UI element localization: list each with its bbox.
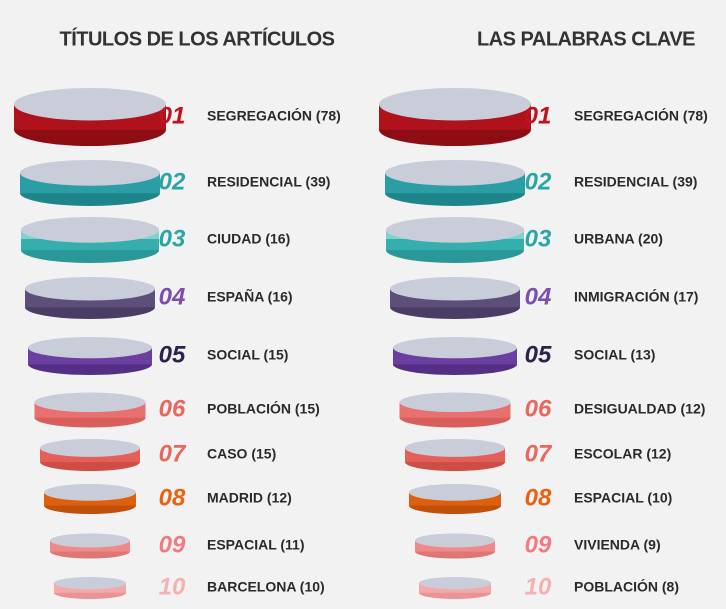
item-label: SEGREGACIÓN (78): [207, 107, 341, 124]
disc-top: [399, 392, 511, 413]
item-label: ESPACIAL (11): [207, 537, 305, 553]
rank-number: 06: [159, 395, 186, 422]
item-label: MADRID (12): [207, 490, 292, 506]
rank-number: 02: [159, 168, 186, 195]
rank-number: 04: [159, 283, 186, 310]
disc-top: [379, 88, 531, 121]
column-title: LAS PALABRAS CLAVE: [477, 28, 695, 50]
item-label: SOCIAL (13): [574, 347, 655, 363]
item-label: VIVIENDA (9): [574, 537, 661, 553]
rank-number: 06: [525, 395, 552, 422]
item-label: POBLACIÓN (15): [207, 400, 320, 417]
disc-top: [34, 392, 146, 413]
rank-number: 09: [159, 531, 186, 558]
item-label: ESCOLAR (12): [574, 446, 671, 462]
rank-number: 09: [525, 531, 552, 558]
rank-number: 05: [525, 341, 552, 368]
rank-number: 01: [159, 102, 186, 129]
item-label: RESIDENCIAL (39): [574, 174, 697, 190]
item-label: URBANA (20): [574, 231, 663, 247]
item-label: RESIDENCIAL (39): [207, 174, 330, 190]
item-label: ESPACIAL (10): [574, 490, 672, 506]
rank-number: 04: [525, 283, 552, 310]
disc-top: [28, 337, 152, 359]
rank-number: 08: [525, 484, 552, 511]
disc-top: [54, 577, 126, 590]
rank-number: 10: [159, 573, 186, 600]
disc-top: [14, 88, 166, 121]
disc-top: [40, 439, 140, 457]
column-title: TÍTULOS DE LOS ARTÍCULOS: [59, 27, 334, 50]
item-label: SOCIAL (15): [207, 347, 288, 363]
disc-top: [419, 577, 491, 590]
rank-number: 02: [525, 168, 552, 195]
disc-top: [50, 533, 130, 548]
rank-number: 07: [525, 440, 553, 467]
rank-number: 05: [159, 341, 186, 368]
disc-top: [405, 439, 505, 457]
disc-top: [20, 160, 160, 186]
disc-top: [385, 160, 525, 186]
item-label: CASO (15): [207, 446, 276, 462]
item-label: CIUDAD (16): [207, 231, 290, 247]
disc-top: [415, 533, 495, 548]
rank-number: 07: [159, 440, 187, 467]
rank-number: 01: [525, 102, 552, 129]
disc-top: [393, 337, 517, 359]
rank-number: 08: [159, 484, 186, 511]
disc-top: [21, 217, 159, 243]
rank-number: 03: [525, 225, 552, 252]
disc-top: [386, 217, 524, 243]
item-label: SEGREGACIÓN (78): [574, 107, 708, 124]
item-label: DESIGUALDAD (12): [574, 401, 705, 417]
disc-top: [409, 484, 501, 501]
disc-top: [390, 277, 520, 301]
item-label: ESPAÑA (16): [207, 288, 293, 305]
rank-number: 10: [525, 573, 552, 600]
item-label: POBLACIÓN (8): [574, 578, 679, 595]
disc-top: [44, 484, 136, 501]
rank-number: 03: [159, 225, 186, 252]
item-label: INMIGRACIÓN (17): [574, 288, 698, 305]
item-label: BARCELONA (10): [207, 579, 325, 595]
disc-top: [25, 277, 155, 301]
